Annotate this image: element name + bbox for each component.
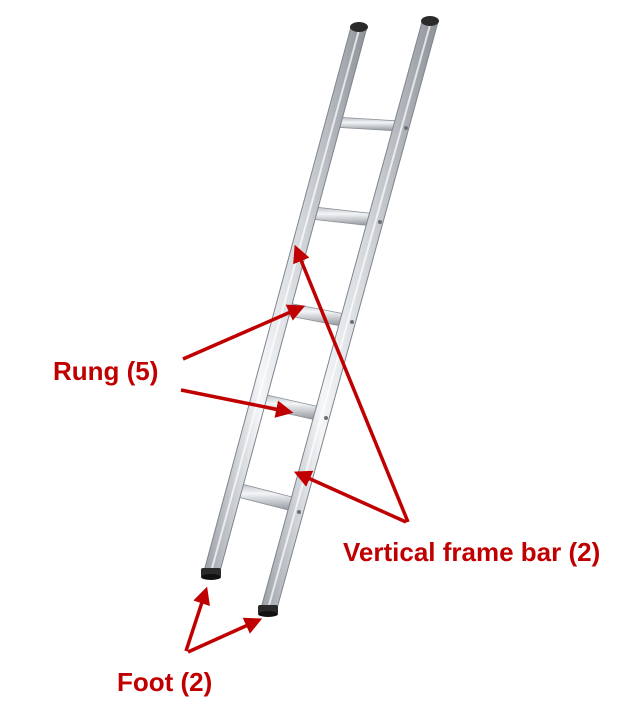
feet bbox=[201, 568, 278, 617]
top-cap-left bbox=[350, 22, 368, 32]
rung-arrow-lower bbox=[180, 388, 294, 418]
rung-arrow-upper bbox=[182, 304, 306, 361]
foot-arrow-left bbox=[184, 586, 210, 652]
annotation-arrows bbox=[180, 244, 410, 654]
rung-label: Rung (5) bbox=[53, 356, 158, 386]
foot-right bbox=[258, 605, 278, 617]
top-caps bbox=[350, 16, 439, 32]
foot-label: Foot (2) bbox=[117, 667, 212, 697]
foot-arrow-right bbox=[187, 617, 263, 654]
foot-left bbox=[201, 568, 221, 580]
frame-arrow-upper bbox=[293, 244, 410, 523]
frame-label: Vertical frame bar (2) bbox=[343, 537, 600, 567]
top-cap-right bbox=[421, 16, 439, 26]
frame-arrow-lower bbox=[293, 470, 407, 524]
